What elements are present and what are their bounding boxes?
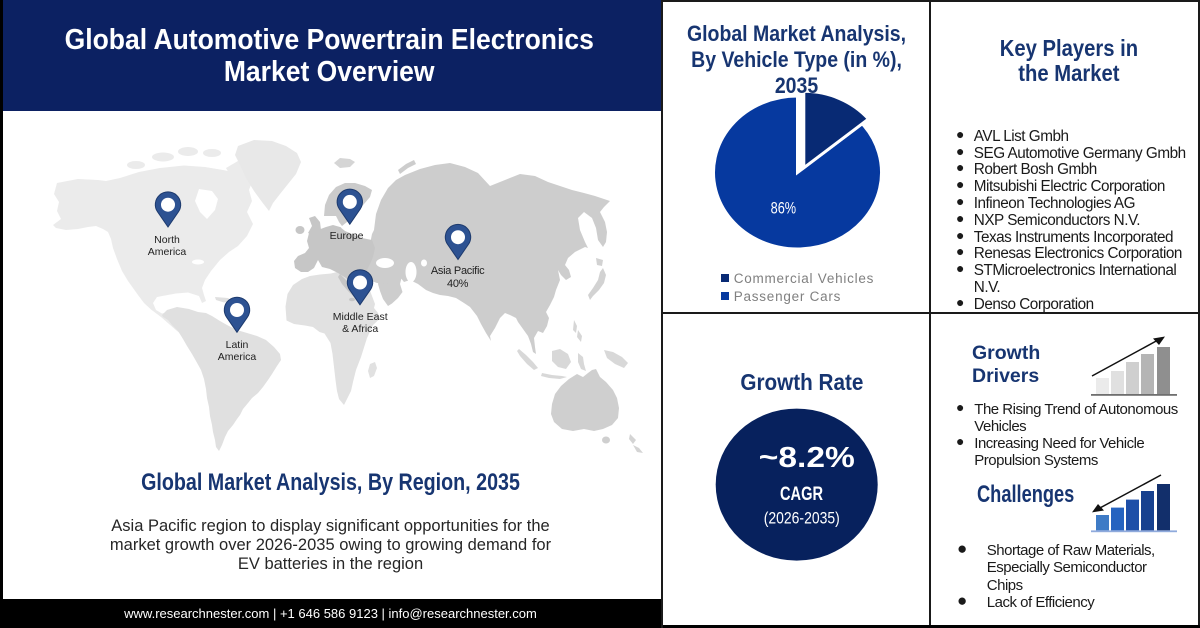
svg-text:86%: 86% — [771, 200, 797, 218]
svg-text:CAGR: CAGR — [780, 483, 823, 505]
svg-text:~8.2%: ~8.2% — [759, 442, 855, 474]
svg-text:(2026-2035): (2026-2035) — [764, 510, 840, 528]
